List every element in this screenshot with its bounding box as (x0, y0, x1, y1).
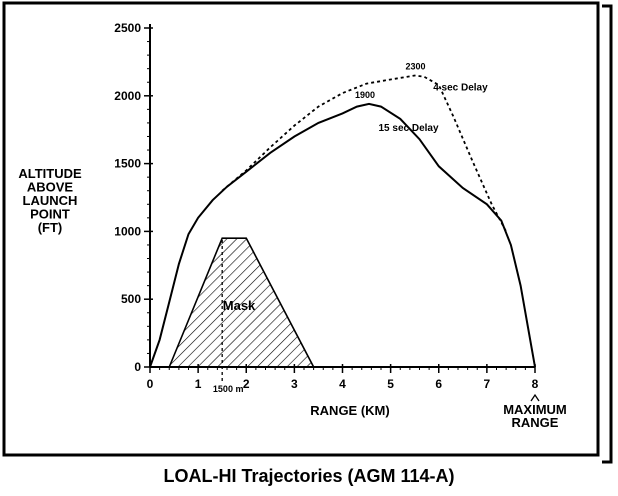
y-axis-label-line: (FT) (38, 220, 63, 235)
x-axis-label: RANGE (KM) (310, 403, 389, 418)
x-tick-label: 7 (484, 377, 491, 391)
y-axis-label-line: LAUNCH (23, 193, 78, 208)
figure-frame (2, 1, 600, 457)
x-tick-label: 1 (195, 377, 202, 391)
series-line-15-sec-delay (149, 102, 536, 368)
y-tick-label: 2000 (114, 89, 141, 103)
y-tick-label: 1000 (114, 224, 141, 238)
x-tick-label: 5 (387, 377, 394, 391)
x-tick-label: 6 (435, 377, 442, 391)
max-range-label-line: MAXIMUM (503, 402, 567, 417)
peak-4-label: 2300 (405, 61, 425, 71)
max-range-caret (530, 393, 540, 402)
mask-label: Mask (223, 298, 256, 313)
series-label-4-sec: 4 sec Delay (433, 82, 488, 93)
peak-15-label: 1900 (355, 90, 375, 100)
x-tick-label: 4 (339, 377, 346, 391)
y-tick-label: 500 (121, 292, 141, 306)
y-tick-label: 0 (134, 360, 141, 374)
y-tick-label: 1500 (114, 157, 141, 171)
series-label-15-sec: 15 sec Delay (379, 123, 439, 134)
x-tick-label: 3 (291, 377, 298, 391)
y-axis-label-line: POINT (30, 207, 70, 222)
x-tick-label: 8 (532, 377, 539, 391)
x-tick-label: 0 (147, 377, 154, 391)
figure-caption: LOAL-HI Trajectories (AGM 114-A) (163, 466, 455, 486)
max-range-label-line: RANGE (512, 415, 559, 430)
marker-1500m-label: 1500 m (213, 384, 244, 394)
y-axis-label-line: ABOVE (27, 180, 74, 195)
x-tick-label: 2 (243, 377, 250, 391)
series-line-4-sec-delay (221, 74, 507, 232)
right-bracket (602, 4, 613, 464)
y-tick-label: 2500 (114, 21, 141, 35)
y-axis-label-line: ALTITUDE (18, 166, 82, 181)
